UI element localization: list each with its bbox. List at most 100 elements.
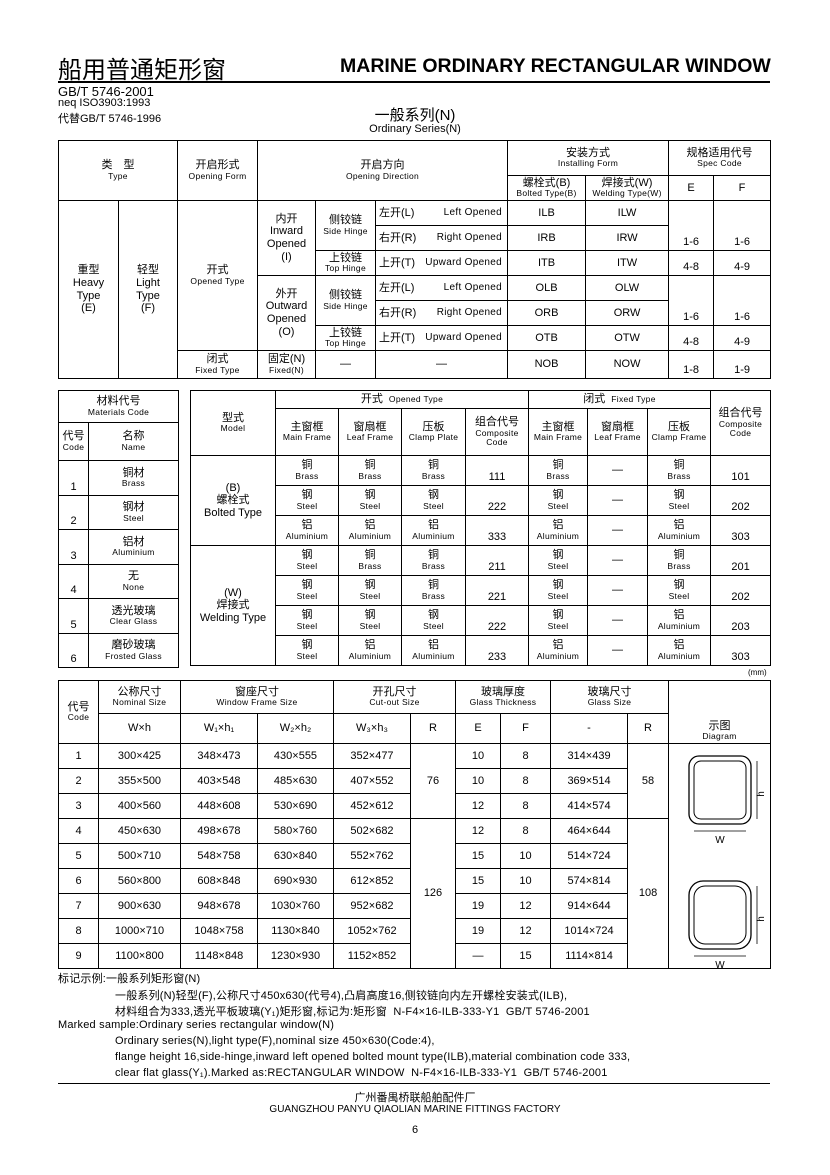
cell-text: Left Opened — [443, 206, 503, 218]
cell-text: 333 — [487, 531, 507, 544]
table-cell: 76 — [410, 743, 456, 819]
cell-text: Installing Form — [557, 158, 619, 169]
cell-text: Brass — [358, 560, 382, 571]
table-cell: 1-8 — [668, 350, 715, 379]
table-cell: 侧铰链 Side Hinge — [315, 275, 376, 326]
table-row: 1 300×425 348×473 430×555 352×477 76 10 8 314×43… — [58, 743, 772, 969]
cell-text: 464×644 — [567, 824, 611, 837]
cell-text: 螺栓式 — [216, 494, 250, 507]
table-cell: NOB — [507, 350, 587, 379]
table-cell: 铜 Brass — [338, 455, 402, 486]
table-cell: 铝 Aluminium — [646, 515, 712, 546]
table-cell: — — [587, 545, 648, 576]
table-cell: 型式 Model — [190, 390, 276, 456]
table-cell: OLB — [507, 275, 587, 301]
cell-text: — — [612, 524, 623, 537]
table-cell: OLW — [585, 275, 670, 301]
table-cell: 4-9 — [713, 325, 772, 351]
cell-text: 开启方向 — [360, 159, 405, 172]
cell-text: Steel — [423, 620, 444, 631]
cell-text: 4-9 — [734, 261, 750, 274]
cell-text: Aluminium — [657, 650, 701, 661]
table-cell: 铜 Brass — [646, 455, 712, 486]
cell-text: 铜材 — [122, 466, 145, 479]
table-cell: 355×500 — [98, 768, 181, 794]
cell-text: 钢 — [301, 579, 313, 592]
cell-text: OLW — [614, 281, 640, 294]
cell-text: Top Hinge — [325, 263, 366, 274]
table-cell: — — [374, 350, 509, 379]
cell-text: 压板 — [422, 420, 445, 433]
cell-text: Type — [76, 289, 101, 302]
cell-text: 452×612 — [350, 799, 394, 812]
cell-text: 名称 — [122, 430, 145, 443]
table-row: 9 1100×800 1148×848 1230×930 1152×852 — 15 1114… — [58, 943, 771, 969]
cell-text: 12 — [519, 899, 532, 912]
cell-text: ITW — [616, 256, 638, 269]
cell-text: 压板 — [668, 420, 690, 433]
cell-text: 钢 — [673, 489, 685, 502]
cell-text: 开启形式 — [195, 159, 240, 172]
table-cell: 铜 Brass — [646, 545, 712, 576]
cell-text: 1-9 — [734, 364, 750, 377]
table-cell: 8 — [499, 793, 552, 819]
cell-text: 6 — [75, 874, 82, 887]
table-cell: 548×758 — [180, 843, 258, 869]
cell-text: 钢 — [428, 489, 439, 502]
table-cell: E — [455, 713, 501, 744]
cell-text: Diagram — [702, 731, 737, 742]
table-cell: 5 — [58, 598, 89, 634]
table-cell: 主窗框 Main Frame — [528, 408, 588, 456]
cell-text: 450×630 — [117, 824, 162, 837]
cell-text: Brass — [667, 470, 691, 481]
cell-text: Aluminium — [112, 547, 155, 558]
cell-text: 355×500 — [117, 774, 162, 787]
cell-text: Right Opened — [436, 231, 503, 243]
table-cell: 主窗框 Main Frame — [275, 408, 339, 456]
cell-text: Steel — [547, 590, 569, 601]
cell-text: ORW — [613, 306, 641, 319]
table-cell: 101 — [710, 455, 772, 486]
cell-text: Code — [62, 441, 85, 452]
cell-text: Heavy — [72, 276, 105, 289]
table-cell: 重型 Heavy Type (E) — [58, 200, 119, 379]
table-cell: 材料代号 Materials Code — [58, 390, 179, 423]
cell-text: 76 — [426, 774, 440, 787]
cell-text: 952×682 — [350, 899, 394, 912]
table-cell: 1048×758 — [180, 918, 258, 944]
table-cell: E — [668, 175, 715, 201]
cell-text: 1 — [75, 749, 82, 762]
cell-text: Steel — [423, 500, 444, 511]
table-cell: 1152×852 — [333, 943, 411, 969]
table-cell: — — [587, 485, 648, 516]
table-cell: 1114×814 — [550, 943, 629, 969]
cell-text: Steel — [359, 620, 381, 631]
cell-text: — — [436, 358, 448, 371]
table-row: 5 500×710 548×758 630×840 552×762 15 10 514×724 — [58, 843, 771, 869]
table-cell: 552×762 — [333, 843, 411, 869]
table-row: 3 铝材 Aluminium — [58, 529, 179, 565]
cell-text: W₂×h₂ — [279, 722, 312, 735]
table-cell: IRW — [585, 225, 670, 251]
cell-text: 502×682 — [350, 824, 394, 837]
table-cell: 铝 Aluminium — [401, 635, 466, 666]
cell-text: Steel — [123, 512, 144, 523]
table-cell: 开式 Opened Type — [177, 200, 258, 351]
table-cell: 580×760 — [257, 818, 334, 844]
table-row: W×h W₁×h₁ W₂×h₂ W₃×h₃ R E F - R — [59, 713, 771, 744]
table-cell: 1014×724 — [550, 918, 629, 944]
table-cell: — — [587, 515, 648, 546]
cell-text: 498×678 — [197, 824, 241, 837]
table-cell: 铜 Brass — [528, 455, 588, 486]
table-cell: - — [550, 713, 629, 744]
table-cell: 代号 Code — [58, 680, 99, 744]
cell-text: 4-9 — [734, 336, 750, 349]
cell-text: Window Frame Size — [216, 697, 298, 708]
cell-text: 233 — [487, 651, 507, 664]
table-cell: 4 — [58, 563, 89, 599]
cell-text: 铝 — [673, 609, 685, 622]
table-cell: 规格适用代号 Spec Code — [668, 140, 772, 176]
cell-text: 代号 — [62, 430, 85, 443]
table-cell: 514×724 — [550, 843, 629, 869]
